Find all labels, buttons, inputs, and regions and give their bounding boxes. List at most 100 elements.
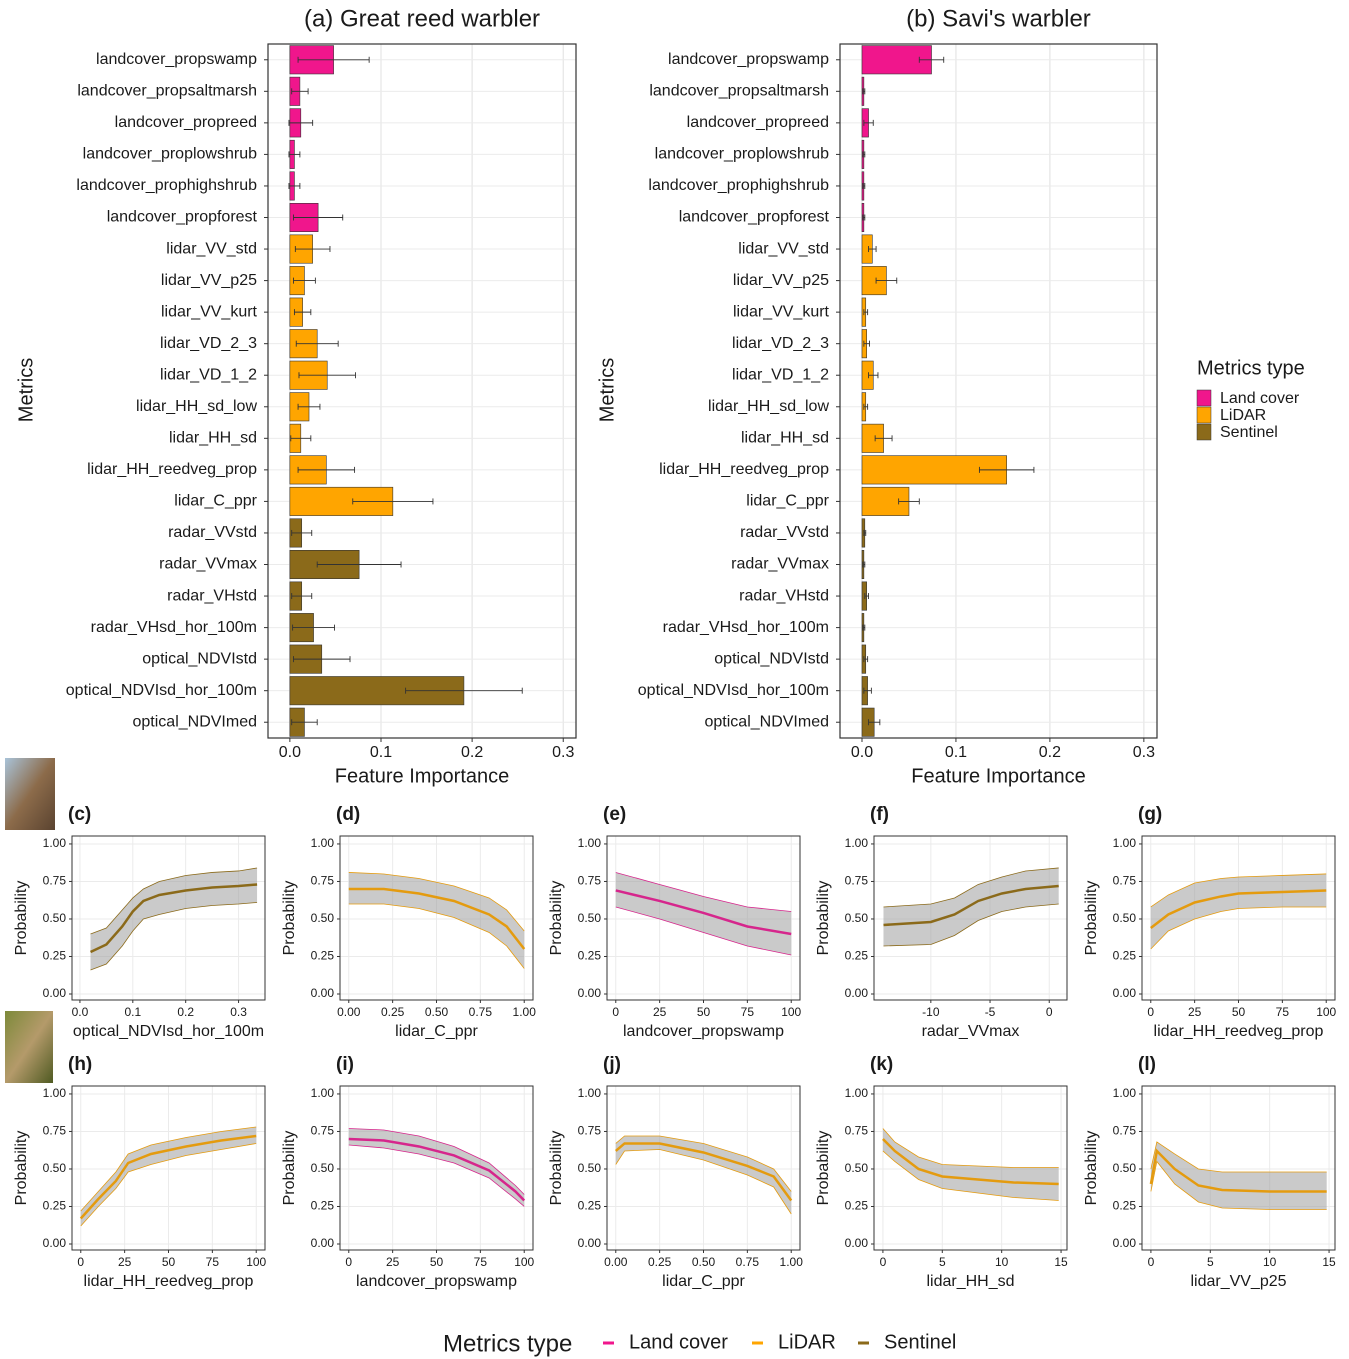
x-tick-label: 50 xyxy=(162,1255,176,1269)
legend-swatch xyxy=(1197,407,1211,423)
legend-label: Sentinel xyxy=(884,1331,956,1353)
x-axis-title: radar_VVmax xyxy=(922,1023,1020,1040)
panel-label: (j) xyxy=(603,1054,621,1075)
x-axis-title: lidar_HH_reedveg_prop xyxy=(1154,1023,1324,1040)
x-tick-label: 50 xyxy=(430,1255,444,1269)
y-tick-label: 0.00 xyxy=(311,1236,335,1250)
y-tick-label: landcover_propswamp xyxy=(96,51,257,68)
x-tick-label: 15 xyxy=(1322,1255,1336,1269)
x-tick-label: 50 xyxy=(1232,1005,1246,1019)
y-tick-label: 0.25 xyxy=(1113,1199,1137,1213)
x-axis-title: Feature Importance xyxy=(335,765,510,787)
y-tick-label: 0.25 xyxy=(311,1199,335,1213)
chart-title: (a) Great reed warbler xyxy=(304,5,540,32)
x-tick-label: -5 xyxy=(985,1005,996,1019)
y-tick-label: lidar_VV_std xyxy=(166,240,257,257)
y-axis-title: Probability xyxy=(1083,1131,1100,1206)
x-axis-title: lidar_VV_p25 xyxy=(1190,1273,1286,1290)
legend-label: Sentinel xyxy=(1220,424,1278,441)
y-tick-label: 0.25 xyxy=(43,1199,67,1213)
x-tick-label: 0.1 xyxy=(945,744,967,761)
legend-title: Metrics type xyxy=(1197,357,1305,379)
plot-background xyxy=(72,836,265,1000)
y-tick-label: 0.25 xyxy=(1113,949,1137,963)
y-tick-label: 0.00 xyxy=(1113,1236,1137,1250)
x-tick-label: 25 xyxy=(653,1005,667,1019)
x-tick-label: 0.2 xyxy=(461,744,483,761)
x-tick-label: 15 xyxy=(1054,1255,1068,1269)
bird-photo xyxy=(5,758,55,830)
x-axis-title: Feature Importance xyxy=(911,765,1086,787)
y-tick-label: optical_NDVIstd xyxy=(714,650,829,667)
x-tick-label: 0.50 xyxy=(692,1255,716,1269)
y-tick-label: 0.50 xyxy=(845,1161,869,1175)
legend-label: Land cover xyxy=(1220,390,1300,407)
legend-label: Land cover xyxy=(629,1331,728,1353)
x-tick-label: 0 xyxy=(880,1255,887,1269)
x-tick-label: 1.00 xyxy=(780,1255,804,1269)
y-tick-label: lidar_HH_sd xyxy=(169,430,257,447)
y-axis-title: Probability xyxy=(1083,881,1100,956)
x-tick-label: 10 xyxy=(995,1255,1009,1269)
plot-background xyxy=(840,44,1157,738)
x-tick-label: 25 xyxy=(386,1255,400,1269)
y-axis-title: Probability xyxy=(548,881,565,956)
y-tick-label: 0.75 xyxy=(1113,1124,1137,1138)
x-axis-title: lidar_C_ppr xyxy=(662,1273,745,1290)
y-tick-label: lidar_VV_p25 xyxy=(161,272,257,289)
y-tick-label: 0.00 xyxy=(578,986,602,1000)
y-tick-label: landcover_propforest xyxy=(107,209,258,226)
y-tick-label: 1.00 xyxy=(1113,836,1137,850)
y-tick-label: lidar_C_ppr xyxy=(174,493,257,510)
y-tick-label: lidar_HH_sd_low xyxy=(708,398,829,415)
x-tick-label: 0.25 xyxy=(381,1005,405,1019)
y-tick-label: radar_VVstd xyxy=(740,524,829,541)
y-tick-label: 1.00 xyxy=(311,1086,335,1100)
y-tick-label: 0.50 xyxy=(1113,911,1137,925)
x-tick-label: -10 xyxy=(922,1005,940,1019)
x-tick-label: 0.3 xyxy=(1133,744,1155,761)
legend-swatch xyxy=(1197,424,1211,440)
panel-label: (d) xyxy=(336,804,360,825)
y-tick-label: landcover_prophighshrub xyxy=(76,177,257,194)
panel-label: (h) xyxy=(68,1054,92,1075)
y-tick-label: 0.50 xyxy=(43,1161,67,1175)
x-tick-label: 25 xyxy=(1188,1005,1202,1019)
x-tick-label: 0.0 xyxy=(279,744,301,761)
x-tick-label: 0.2 xyxy=(1039,744,1061,761)
y-tick-label: optical_NDVIsd_hor_100m xyxy=(638,682,829,699)
y-tick-label: 0.25 xyxy=(578,1199,602,1213)
panel-label: (c) xyxy=(68,804,91,825)
x-tick-label: 50 xyxy=(697,1005,711,1019)
y-tick-label: radar_VHstd xyxy=(739,587,829,604)
y-tick-label: radar_VHsd_hor_100m xyxy=(91,619,257,636)
y-tick-label: landcover_propforest xyxy=(679,209,830,226)
x-tick-label: 0.1 xyxy=(124,1005,141,1019)
y-tick-label: 0.50 xyxy=(578,911,602,925)
y-tick-label: lidar_VV_std xyxy=(738,240,829,257)
panel-label: (l) xyxy=(1138,1054,1156,1075)
figure: (a) Great reed warbler 0.0 0.1 0.2 0.3 landco… xyxy=(0,0,1349,1359)
y-tick-label: landcover_prophighshrub xyxy=(648,177,829,194)
y-tick-label: 0.25 xyxy=(311,949,335,963)
y-tick-label: 0.50 xyxy=(43,911,67,925)
y-tick-label: 0.25 xyxy=(845,1199,869,1213)
y-tick-label: 0.00 xyxy=(578,1236,602,1250)
y-tick-label: landcover_proplowshrub xyxy=(655,146,829,163)
y-tick-label: radar_VVmax xyxy=(159,556,257,573)
y-axis-title: Probability xyxy=(13,1131,30,1206)
x-tick-label: 100 xyxy=(1316,1005,1336,1019)
x-axis-title: lidar_HH_reedveg_prop xyxy=(84,1273,254,1290)
x-tick-label: 0.1 xyxy=(370,744,392,761)
y-axis-title: Probability xyxy=(13,881,30,956)
x-tick-label: 0.3 xyxy=(552,744,574,761)
x-tick-label: 0.3 xyxy=(230,1005,247,1019)
y-tick-label: 0.25 xyxy=(43,949,67,963)
y-tick-label: optical_NDVImed xyxy=(133,713,258,730)
y-tick-label: optical_NDVIsd_hor_100m xyxy=(66,682,257,699)
y-tick-label: landcover_proplowshrub xyxy=(83,146,257,163)
x-tick-label: 5 xyxy=(1207,1255,1214,1269)
y-tick-label: landcover_propsaltmarsh xyxy=(649,83,829,100)
x-tick-label: 0 xyxy=(77,1255,84,1269)
y-tick-label: 0.00 xyxy=(43,1236,67,1250)
